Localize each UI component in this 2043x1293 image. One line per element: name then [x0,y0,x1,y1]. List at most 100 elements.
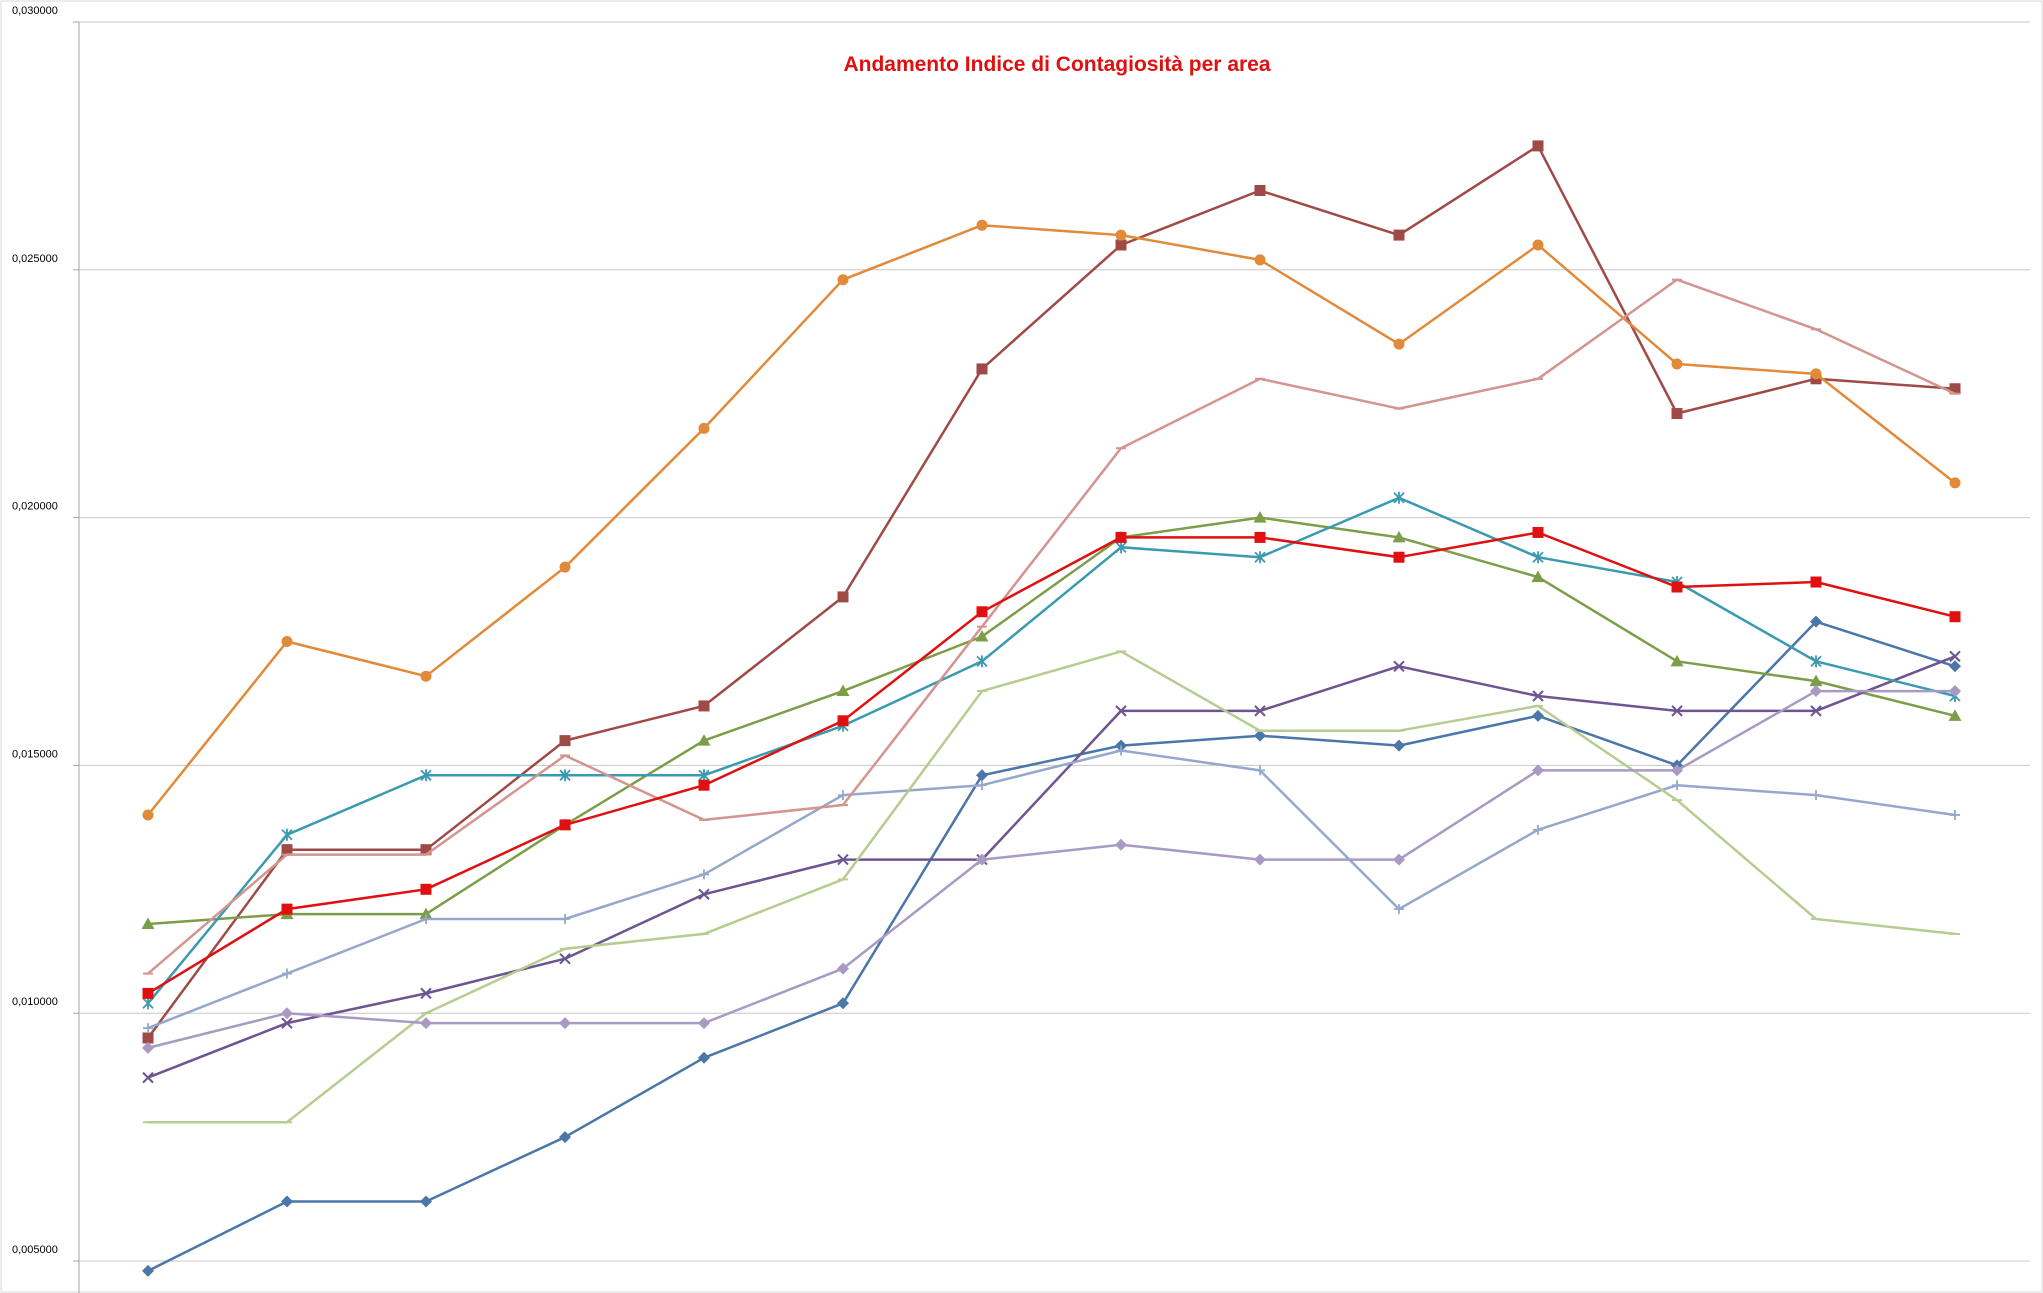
data-point [836,684,850,697]
data-point [976,853,988,866]
data-point [1254,185,1266,197]
data-point [1810,615,1822,628]
data-point [1116,745,1126,756]
series-9 [143,650,1960,1124]
data-point [142,987,154,999]
data-point [1253,511,1267,523]
data-point [1392,530,1406,543]
data-point [1811,790,1821,801]
data-point [1115,838,1127,851]
data-point [1949,650,1961,663]
data-point [698,888,710,900]
series-line [146,620,1957,1273]
data-point [1532,690,1544,702]
data-point [420,844,432,856]
data-point [1671,408,1683,420]
data-point [420,769,432,782]
data-point [1810,685,1822,698]
data-point [142,1032,154,1044]
data-point [1671,358,1683,370]
data-point [698,1051,710,1064]
data-point [1394,904,1404,915]
y-tick-label: 0,005000 [12,1244,58,1256]
series-line [146,531,1957,995]
data-point [559,952,571,965]
series-line [146,278,1957,975]
data-point [1810,705,1822,717]
data-point [1255,765,1265,776]
data-point [1393,338,1405,350]
data-point [976,655,988,668]
data-point [421,914,431,925]
data-point [699,869,709,880]
y-tick-label: 0,025000 [12,253,58,265]
data-point [1115,541,1127,554]
data-point [281,636,293,647]
data-point [281,828,293,841]
chart-title: Andamento Indice di Contagiosità per are… [843,53,1270,76]
series-7 [143,745,1960,1034]
y-tick-label: 0,020000 [12,501,58,513]
series-group [141,140,1962,1277]
data-point [1949,383,1961,395]
data-point [1671,581,1683,593]
data-point [1949,685,1961,698]
data-point [837,853,849,866]
data-point [837,997,849,1010]
data-point [1670,654,1684,667]
data-point [975,630,989,642]
series-line [146,689,1957,1050]
data-point [837,715,849,727]
data-point [1254,531,1266,543]
data-point [977,780,987,791]
data-point [1532,239,1544,251]
series-line [146,516,1957,926]
data-point [281,1017,293,1029]
data-point [1532,551,1544,564]
data-point [976,606,988,618]
data-point [1393,229,1405,241]
data-point [1254,853,1266,866]
data-point [838,790,848,801]
data-point [1393,739,1405,752]
data-point [837,591,849,603]
data-point [559,769,571,782]
data-point [559,561,571,573]
y-tick-label: 0,010000 [12,996,58,1008]
data-point [142,809,154,821]
data-point [1948,709,1962,721]
series-line [146,144,1957,1040]
data-point [281,903,293,915]
data-point [1671,705,1683,717]
data-point [142,1071,154,1084]
data-point [698,769,710,782]
series-line [146,223,1957,817]
data-point [420,883,432,895]
data-point [420,987,432,1000]
data-point [1810,368,1822,380]
series-8 [143,278,1960,975]
gridlines [73,21,2030,1262]
data-point [976,769,988,782]
data-point [281,1007,293,1020]
data-point [559,819,571,831]
data-point [1115,229,1127,241]
data-point [142,1041,154,1054]
data-point [1533,824,1543,835]
data-point [698,700,710,712]
data-point [1254,705,1266,717]
data-point [1393,491,1405,504]
data-point [1810,576,1822,588]
data-point [1672,780,1682,791]
data-point [1115,705,1127,717]
data-point [420,1017,432,1030]
data-point [1254,551,1266,564]
series-10 [142,685,1961,1054]
data-point [976,363,988,375]
data-point [282,968,292,979]
y-tick-label: 0,015000 [12,748,58,760]
data-point [1532,526,1544,538]
data-point [141,917,155,929]
data-point [142,1264,154,1277]
